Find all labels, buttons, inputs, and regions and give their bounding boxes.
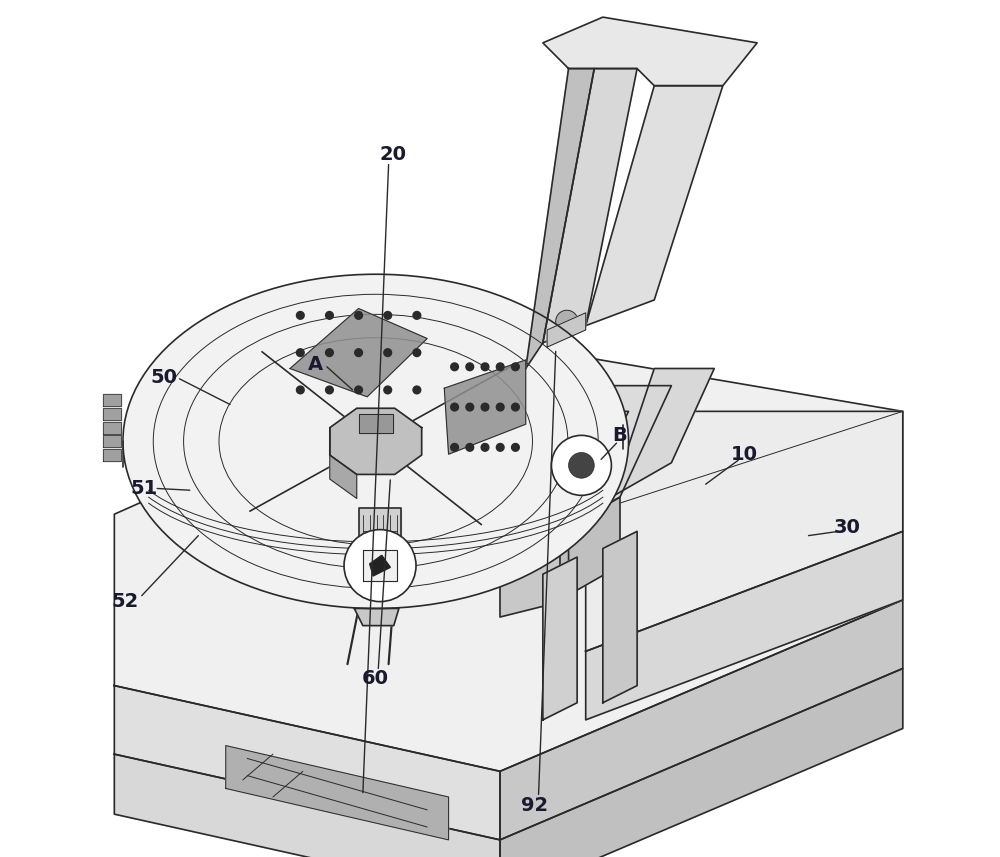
Circle shape <box>326 386 333 393</box>
Circle shape <box>355 312 362 320</box>
Text: 10: 10 <box>731 445 758 464</box>
Polygon shape <box>543 69 637 343</box>
Circle shape <box>355 349 362 357</box>
Text: 92: 92 <box>521 796 548 815</box>
Polygon shape <box>500 531 569 617</box>
Polygon shape <box>586 86 723 326</box>
Circle shape <box>496 444 504 452</box>
Polygon shape <box>330 408 422 475</box>
Polygon shape <box>370 555 390 576</box>
Circle shape <box>466 444 474 452</box>
Polygon shape <box>290 309 427 397</box>
Circle shape <box>384 386 392 393</box>
Polygon shape <box>444 360 526 454</box>
Polygon shape <box>103 449 121 461</box>
Polygon shape <box>363 550 397 581</box>
Circle shape <box>296 349 304 357</box>
Circle shape <box>551 435 611 495</box>
Circle shape <box>296 312 304 320</box>
Polygon shape <box>586 411 903 651</box>
Polygon shape <box>543 17 757 86</box>
Circle shape <box>296 386 304 393</box>
Circle shape <box>413 349 421 357</box>
Polygon shape <box>359 414 393 433</box>
Circle shape <box>384 312 392 320</box>
Circle shape <box>326 349 333 357</box>
Polygon shape <box>103 394 121 406</box>
Polygon shape <box>354 608 399 626</box>
Polygon shape <box>359 507 401 555</box>
Polygon shape <box>114 754 500 857</box>
Circle shape <box>556 310 578 333</box>
Circle shape <box>466 363 474 371</box>
Circle shape <box>496 404 504 411</box>
Circle shape <box>451 444 458 452</box>
Polygon shape <box>114 343 903 771</box>
Polygon shape <box>560 386 671 531</box>
Polygon shape <box>226 746 449 840</box>
Circle shape <box>384 349 392 357</box>
Polygon shape <box>500 411 629 557</box>
Polygon shape <box>103 435 121 447</box>
Polygon shape <box>330 428 357 499</box>
Polygon shape <box>526 69 594 369</box>
Text: 52: 52 <box>112 592 139 611</box>
Polygon shape <box>611 369 714 497</box>
Text: A: A <box>308 355 323 374</box>
Text: 51: 51 <box>131 479 158 498</box>
Circle shape <box>512 363 519 371</box>
Circle shape <box>512 404 519 411</box>
Text: 50: 50 <box>151 368 178 387</box>
Polygon shape <box>114 686 500 840</box>
Polygon shape <box>603 531 637 703</box>
Circle shape <box>413 386 421 393</box>
Circle shape <box>481 444 489 452</box>
Circle shape <box>451 404 458 411</box>
Text: 30: 30 <box>834 518 861 536</box>
Circle shape <box>344 530 416 602</box>
Text: 20: 20 <box>379 145 406 164</box>
Ellipse shape <box>123 274 629 608</box>
Polygon shape <box>103 422 121 434</box>
Circle shape <box>512 444 519 452</box>
Polygon shape <box>586 531 903 720</box>
Polygon shape <box>560 497 620 600</box>
Circle shape <box>451 363 458 371</box>
Text: B: B <box>613 426 627 445</box>
Circle shape <box>355 386 362 393</box>
Polygon shape <box>547 313 586 347</box>
Circle shape <box>481 404 489 411</box>
Polygon shape <box>359 555 401 577</box>
Circle shape <box>481 363 489 371</box>
Circle shape <box>569 452 594 478</box>
Circle shape <box>326 312 333 320</box>
Polygon shape <box>103 408 121 420</box>
Circle shape <box>496 363 504 371</box>
Polygon shape <box>500 600 903 840</box>
Polygon shape <box>500 668 903 857</box>
Text: 60: 60 <box>362 669 389 688</box>
Circle shape <box>413 312 421 320</box>
Circle shape <box>466 404 474 411</box>
Polygon shape <box>543 557 577 720</box>
